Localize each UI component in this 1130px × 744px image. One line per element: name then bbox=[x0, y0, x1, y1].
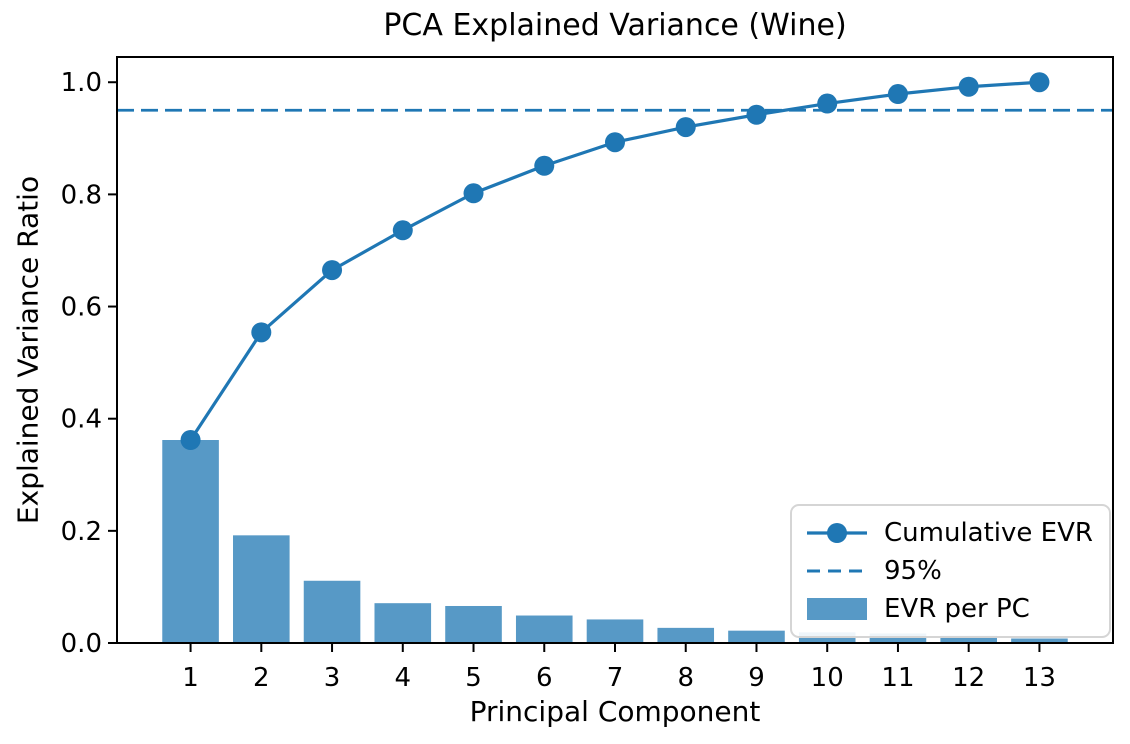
cumulative-evr-point-pc-7 bbox=[605, 132, 625, 153]
cumulative-evr-point-pc-9 bbox=[746, 104, 767, 125]
cumulative-evr-point-pc-3 bbox=[322, 260, 343, 281]
x-tick-label-12: 12 bbox=[952, 663, 985, 693]
x-tick-label-13: 13 bbox=[1023, 663, 1056, 693]
bar-pc-11 bbox=[869, 633, 927, 643]
x-tick-label-9: 9 bbox=[748, 663, 765, 693]
y-axis-label: Explained Variance Ratio bbox=[11, 175, 45, 525]
x-tick-label-4: 4 bbox=[395, 663, 412, 693]
cumulative-evr-point-pc-8 bbox=[675, 117, 696, 138]
cumulative-evr-point-pc-5 bbox=[463, 183, 484, 204]
y-tick-label-0.2: 0.2 bbox=[61, 517, 102, 547]
x-tick-label-10: 10 bbox=[811, 663, 844, 693]
bar-pc-3 bbox=[303, 580, 361, 643]
bar-pc-2 bbox=[233, 535, 290, 643]
bar-pc-4 bbox=[374, 603, 432, 643]
bar-pc-9 bbox=[728, 630, 785, 643]
x-tick-label-6: 6 bbox=[536, 663, 553, 693]
cumulative-evr-point-pc-2 bbox=[251, 322, 272, 343]
cumulative-evr-point-pc-13 bbox=[1029, 72, 1050, 93]
legend-label: Cumulative EVR bbox=[884, 518, 1093, 548]
x-tick-label-7: 7 bbox=[607, 663, 624, 693]
dashed-line-sample-icon bbox=[807, 569, 867, 573]
legend-label: EVR per PC bbox=[884, 594, 1030, 624]
x-tick-label-11: 11 bbox=[881, 663, 914, 693]
bar-pc-8 bbox=[657, 627, 715, 643]
bar-pc-7 bbox=[586, 619, 644, 643]
x-tick-label-2: 2 bbox=[253, 663, 270, 693]
y-tick-label-1.0: 1.0 bbox=[61, 68, 102, 98]
legend-entry-95-threshold: 95% bbox=[806, 554, 1093, 588]
line-marker-sample-icon bbox=[807, 523, 867, 543]
chart-title: PCA Explained Variance (Wine) bbox=[383, 8, 847, 43]
x-tick-label-1: 1 bbox=[182, 663, 199, 693]
bar-pc-5 bbox=[445, 605, 502, 643]
x-axis-label: Principal Component bbox=[469, 695, 761, 728]
cumulative-evr-point-pc-11 bbox=[887, 84, 908, 105]
legend-entry-cumulative-evr: Cumulative EVR bbox=[806, 516, 1093, 550]
bar-pc-1 bbox=[162, 440, 219, 643]
cumulative-evr-point-pc-10 bbox=[817, 93, 838, 114]
cumulative-evr-point-pc-1 bbox=[180, 430, 201, 451]
y-tick-label-0.8: 0.8 bbox=[61, 180, 102, 210]
legend-entry-evr-per-pc: EVR per PC bbox=[806, 592, 1093, 626]
bar-pc-13 bbox=[1011, 638, 1068, 643]
cumulative-evr-point-pc-12 bbox=[958, 76, 979, 97]
legend: Cumulative EVR 95% EVR per PC bbox=[790, 504, 1111, 638]
bar-pc-6 bbox=[515, 615, 573, 643]
bar-patch-sample-icon bbox=[807, 598, 867, 620]
cumulative-evr-point-pc-4 bbox=[392, 220, 413, 241]
y-tick-label-0.4: 0.4 bbox=[61, 405, 102, 435]
x-tick-label-3: 3 bbox=[324, 663, 341, 693]
x-tick-label-8: 8 bbox=[677, 663, 694, 693]
bar-pc-12 bbox=[940, 635, 997, 643]
cumulative-evr-point-pc-6 bbox=[534, 155, 555, 176]
legend-label: 95% bbox=[884, 556, 942, 586]
y-tick-label-0.0: 0.0 bbox=[61, 629, 102, 659]
y-tick-label-0.6: 0.6 bbox=[61, 293, 102, 323]
x-tick-label-5: 5 bbox=[465, 663, 482, 693]
